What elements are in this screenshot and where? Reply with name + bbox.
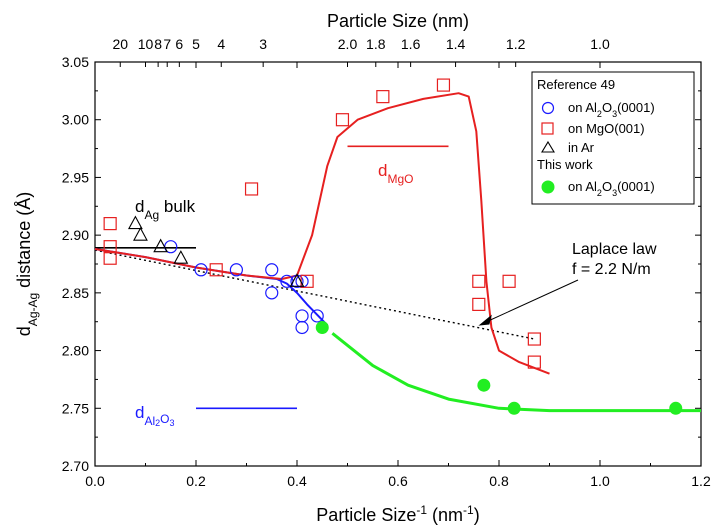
- legend-this-heading: This work: [537, 157, 593, 172]
- data-point: [508, 402, 520, 414]
- top-tick-label: 10: [138, 36, 154, 52]
- data-point: [478, 379, 490, 391]
- y-tick-label: 2.75: [62, 400, 89, 416]
- legend-marker-al2o3-this: [542, 181, 554, 193]
- y-tick-label: 2.70: [62, 458, 89, 474]
- x-axis-title: Particle Size-1 (nm-1): [316, 503, 479, 525]
- data-point: [670, 402, 682, 414]
- x-tick-label: 1.2: [691, 473, 711, 489]
- legend-ref-heading: Reference 49: [537, 77, 615, 92]
- top-tick-label: 1.6: [401, 36, 421, 52]
- y-tick-label: 2.80: [62, 343, 89, 359]
- top-tick-label: 1.0: [590, 36, 610, 52]
- y-tick-label: 2.95: [62, 169, 89, 185]
- y-tick-label: 3.05: [62, 54, 89, 70]
- y-tick-label: 2.90: [62, 227, 89, 243]
- x-tick-label: 0.0: [85, 473, 105, 489]
- top-tick-label: 6: [175, 36, 183, 52]
- y-tick-label: 2.85: [62, 285, 89, 301]
- top-tick-label: 1.2: [506, 36, 526, 52]
- top-tick-label: 1.8: [366, 36, 386, 52]
- top-tick-label: 1.4: [446, 36, 466, 52]
- top-tick-label: 20: [112, 36, 128, 52]
- top-tick-label: 2.0: [338, 36, 358, 52]
- top-tick-label: 5: [192, 36, 200, 52]
- x-tick-label: 0.4: [287, 473, 307, 489]
- x-tick-label: 0.6: [388, 473, 408, 489]
- data-point: [316, 321, 328, 333]
- legend-entry-ar: in Ar: [568, 140, 595, 155]
- top-axis-title: Particle Size (nm): [327, 11, 469, 31]
- legend: Reference 49 on Al2O3(0001) on MgO(001) …: [532, 72, 694, 204]
- top-tick-label: 8: [154, 36, 162, 52]
- top-tick-label: 7: [163, 36, 171, 52]
- x-tick-label: 0.8: [489, 473, 509, 489]
- laplace-label-line2: f = 2.2 N/m: [572, 261, 651, 278]
- top-tick-label: 4: [217, 36, 225, 52]
- x-tick-label: 1.0: [590, 473, 610, 489]
- x-tick-label: 0.2: [186, 473, 206, 489]
- top-tick-label: 3: [259, 36, 267, 52]
- laplace-label-line1: Laplace law: [572, 241, 657, 258]
- y-tick-label: 3.00: [62, 112, 89, 128]
- legend-entry-mgo: on MgO(001): [568, 121, 645, 136]
